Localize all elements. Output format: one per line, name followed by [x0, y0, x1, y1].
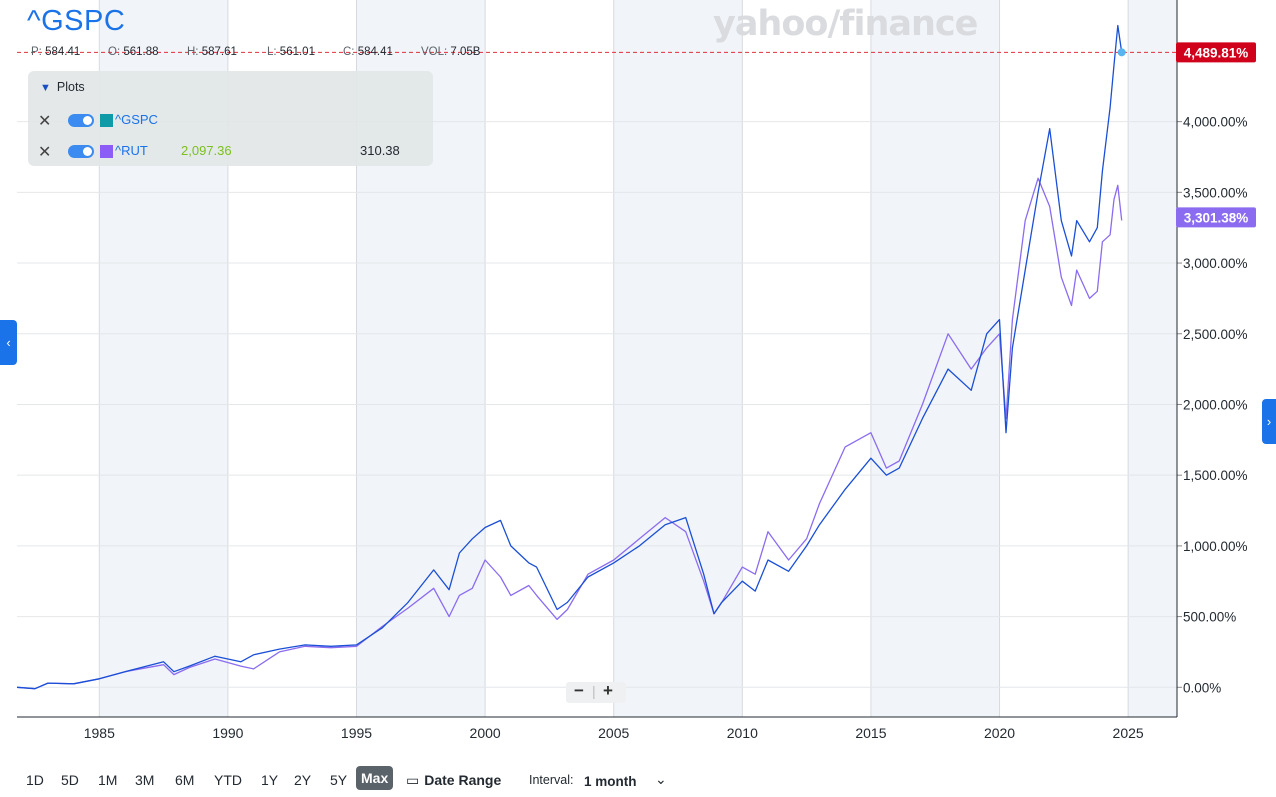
gspc-last-value-badge-bg	[1176, 42, 1256, 63]
open-label: O:	[108, 46, 121, 58]
y-tick-label: 3,500.00%	[1183, 185, 1248, 200]
series-color-swatch[interactable]	[100, 145, 113, 158]
close-label: C:	[343, 46, 355, 58]
date-range-button[interactable]: ▭ Date Range	[406, 772, 501, 789]
interval-select[interactable]: 1 month	[584, 774, 637, 789]
price-label: P:	[31, 46, 42, 58]
plots-panel: ▼ Plots ✕ ^GSPC ✕ ^RUT 2,097.36 310.38	[28, 71, 433, 166]
remove-plot-close-icon[interactable]: ✕	[38, 113, 52, 130]
y-tick-label: 1,500.00%	[1183, 468, 1248, 483]
plot-symbol: ^RUT	[115, 143, 148, 158]
range-button-2y[interactable]: 2Y	[294, 772, 312, 788]
zoom-in-button[interactable]: +	[603, 681, 613, 700]
calendar-icon: ▭	[406, 772, 420, 788]
chart-overlays: 4,489.81% 3,301.38%	[17, 42, 1256, 228]
range-button-6m[interactable]: 6M	[175, 772, 195, 788]
collapse-triangle-icon[interactable]: ▼	[40, 82, 51, 94]
y-tick-label: 1,000.00%	[1183, 539, 1248, 554]
x-tick-label: 2020	[984, 725, 1015, 741]
plot-symbol: ^GSPC	[115, 112, 158, 127]
x-axis-ticks: 1985 1990 1995 2000 2005 2010 2015 2020 2025	[84, 725, 1144, 741]
range-button-1y[interactable]: 1Y	[261, 772, 279, 788]
plot-row-gspc: ✕ ^GSPC	[28, 111, 433, 131]
gspc-last-value-badge: 4,489.81%	[1184, 45, 1249, 60]
y-axis-ticks: 0.00% 500.00% 1,000.00% 1,500.00% 2,000.00% 2…	[1183, 115, 1248, 696]
range-button-1m[interactable]: 1M	[98, 772, 118, 788]
series-lines	[16, 24, 1123, 690]
rut-last-value-badge: 3,301.38%	[1184, 210, 1249, 225]
high-label: H:	[187, 46, 199, 58]
x-tick-label: 1985	[84, 725, 115, 741]
plots-header[interactable]: ▼ Plots	[40, 80, 85, 94]
range-button-ytd[interactable]: YTD	[214, 772, 242, 788]
left-panel-toggle-chevron-icon[interactable]: ‹	[0, 320, 17, 365]
x-tick-label: 2015	[855, 725, 886, 741]
zoom-out-button[interactable]: −	[574, 681, 584, 700]
series-color-swatch[interactable]	[100, 114, 113, 127]
range-button-3m[interactable]: 3M	[135, 772, 155, 788]
range-button-1d[interactable]: 1D	[26, 772, 44, 788]
zoom-control: − | +	[566, 681, 626, 703]
y-tick-label: 2,000.00%	[1183, 397, 1248, 412]
yahoo-finance-watermark-logo: yahoo/finance	[713, 4, 978, 44]
date-range-label: Date Range	[424, 772, 502, 788]
range-button-5y[interactable]: 5Y	[330, 772, 348, 788]
interval-label: Interval:	[529, 773, 574, 787]
x-tick-label: 2005	[598, 725, 629, 741]
open-value: 561.88	[123, 46, 159, 58]
y-tick-label: 2,500.00%	[1183, 327, 1248, 342]
x-tick-label: 1990	[212, 725, 243, 741]
plot-visibility-toggle[interactable]	[68, 114, 94, 127]
x-tick-label: 2010	[727, 725, 758, 741]
x-tick-label: 1995	[341, 725, 372, 741]
low-label: L:	[267, 46, 277, 58]
year-band	[613, 0, 743, 717]
remove-plot-close-icon[interactable]: ✕	[38, 144, 52, 161]
low-value: 561.01	[279, 46, 315, 58]
plot-value-primary: 2,097.36	[181, 143, 232, 158]
last-value-dot	[1117, 48, 1126, 57]
plot-row-rut: ✕ ^RUT 2,097.36 310.38	[28, 142, 433, 162]
close-value: 584.41	[357, 46, 393, 58]
plot-visibility-toggle[interactable]	[68, 145, 94, 158]
y-tick-label: 3,000.00%	[1183, 256, 1248, 271]
range-button-5d[interactable]: 5D	[61, 772, 79, 788]
y-tick-label: 500.00%	[1183, 610, 1236, 625]
range-button-max[interactable]: Max	[356, 766, 394, 790]
plots-title: Plots	[56, 80, 85, 94]
rut-series-line	[16, 177, 1123, 690]
gspc-series-line	[16, 24, 1123, 690]
x-tick-label: 2025	[1113, 725, 1144, 741]
chart-canvas[interactable]: 0.00% 500.00% 1,000.00% 1,500.00% 2,000.00% 2…	[0, 0, 1276, 765]
price-value: 584.41	[45, 46, 81, 58]
year-band	[1128, 0, 1177, 717]
rut-last-value-badge-bg	[1176, 207, 1256, 228]
right-panel-toggle-chevron-icon[interactable]: ›	[1262, 399, 1276, 444]
year-band	[870, 0, 1000, 717]
y-tick-label: 4,000.00%	[1183, 115, 1248, 130]
y-tick-label: 0.00%	[1183, 680, 1221, 695]
plot-value-secondary: 310.38	[360, 143, 400, 158]
volume-value: 7.05B	[450, 46, 481, 58]
zoom-divider: |	[592, 683, 596, 699]
chevron-down-icon[interactable]: ⌄	[655, 771, 667, 787]
high-value: 587.61	[201, 46, 237, 58]
chart-symbol-title: ^GSPC	[27, 5, 126, 37]
range-toolbar: 1D 5D 1M 3M 6M YTD 1Y 2Y 5Y Max ▭ Date Ra…	[0, 765, 1276, 795]
x-tick-label: 2000	[470, 725, 501, 741]
volume-label: VOL:	[421, 46, 448, 58]
